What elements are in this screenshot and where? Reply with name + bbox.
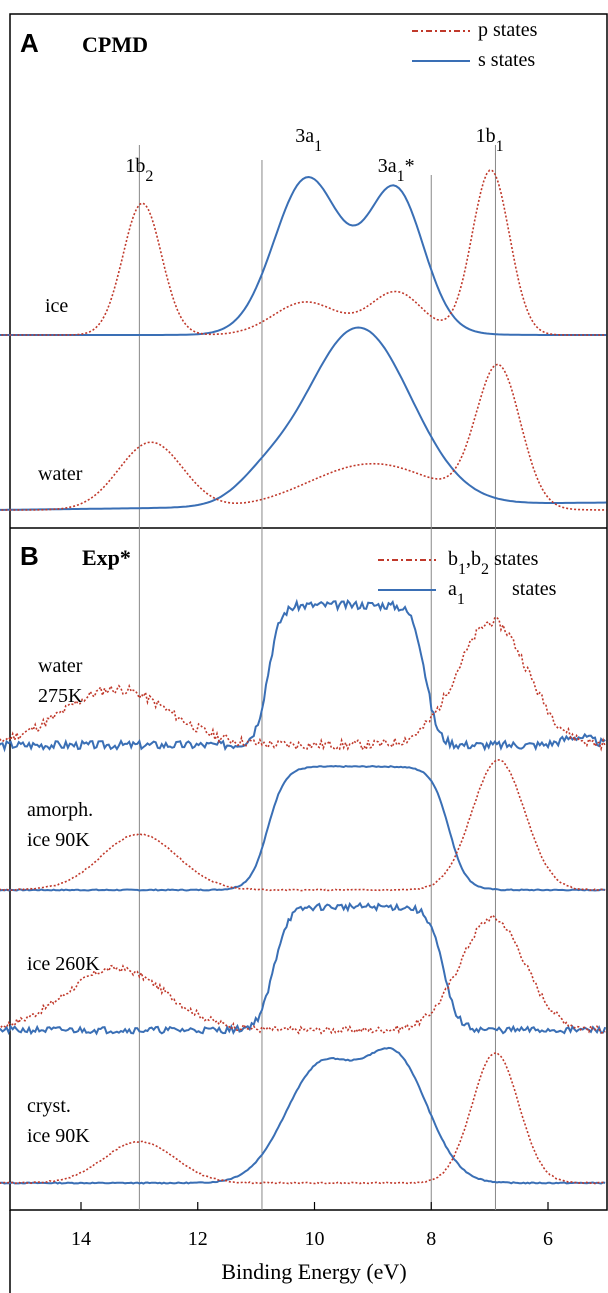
- peak-label: 1b1: [476, 125, 504, 155]
- x-tick-label: 6: [543, 1228, 553, 1250]
- figure-frame: [9, 13, 608, 1293]
- p-states-curve: [0, 1051, 606, 1185]
- s-states-curve: [0, 764, 606, 892]
- panel-title-b: Exp*: [82, 545, 131, 570]
- curve-label: cryst.: [27, 1095, 71, 1117]
- panel-title-a: CPMD: [82, 32, 148, 57]
- figure-labels: A CPMD B Exp* 1b2 3a1 3a1* 1b1 ice water water 275K…: [20, 28, 504, 1147]
- peak-label: 3a1: [295, 125, 322, 155]
- curve-label: ice: [45, 295, 68, 317]
- panel-letter-b: B: [20, 541, 39, 571]
- x-tick-label: 10: [305, 1228, 325, 1250]
- curve-label: 275K: [38, 685, 83, 707]
- x-axis-title: Binding Energy (eV): [221, 1259, 406, 1284]
- legend-label: p states: [478, 19, 538, 41]
- peak-label: 3a1*: [378, 155, 415, 185]
- p-states-curve: [0, 616, 606, 752]
- x-tick-label: 12: [188, 1228, 208, 1250]
- peak-guide-lines: [138, 145, 496, 1210]
- x-axis: 14 12 10 8 6 Binding Energy (eV): [71, 1202, 553, 1284]
- x-tick-label: 14: [71, 1228, 91, 1250]
- spectra-curves: [0, 169, 607, 1185]
- curve-label: ice 90K: [27, 829, 90, 851]
- legend-label: s states: [478, 49, 535, 71]
- s-states-curve: [0, 901, 607, 1036]
- p-states-curve: [0, 363, 607, 511]
- curve-label: ice 90K: [27, 1125, 90, 1147]
- curve-label: amorph.: [27, 799, 93, 821]
- s-states-curve: [0, 598, 606, 753]
- legend-label: b1,b2 states: [448, 548, 539, 578]
- curve-label: water: [38, 655, 83, 677]
- peak-label: 1b2: [125, 155, 153, 185]
- s-states-curve: [0, 1046, 606, 1185]
- panel-letter-a: A: [20, 28, 39, 58]
- curve-label: ice 260K: [27, 953, 100, 975]
- s-states-curve: [0, 326, 607, 511]
- curve-label: water: [38, 463, 83, 485]
- p-states-curve: [0, 169, 607, 336]
- s-states-curve: [0, 175, 607, 336]
- p-states-curve: [0, 914, 606, 1035]
- legend-label: a1: [448, 578, 465, 608]
- legend-label: states: [512, 578, 557, 600]
- x-tick-label: 8: [426, 1228, 436, 1250]
- plot-frame: [9, 13, 608, 1211]
- p-states-curve: [0, 759, 606, 892]
